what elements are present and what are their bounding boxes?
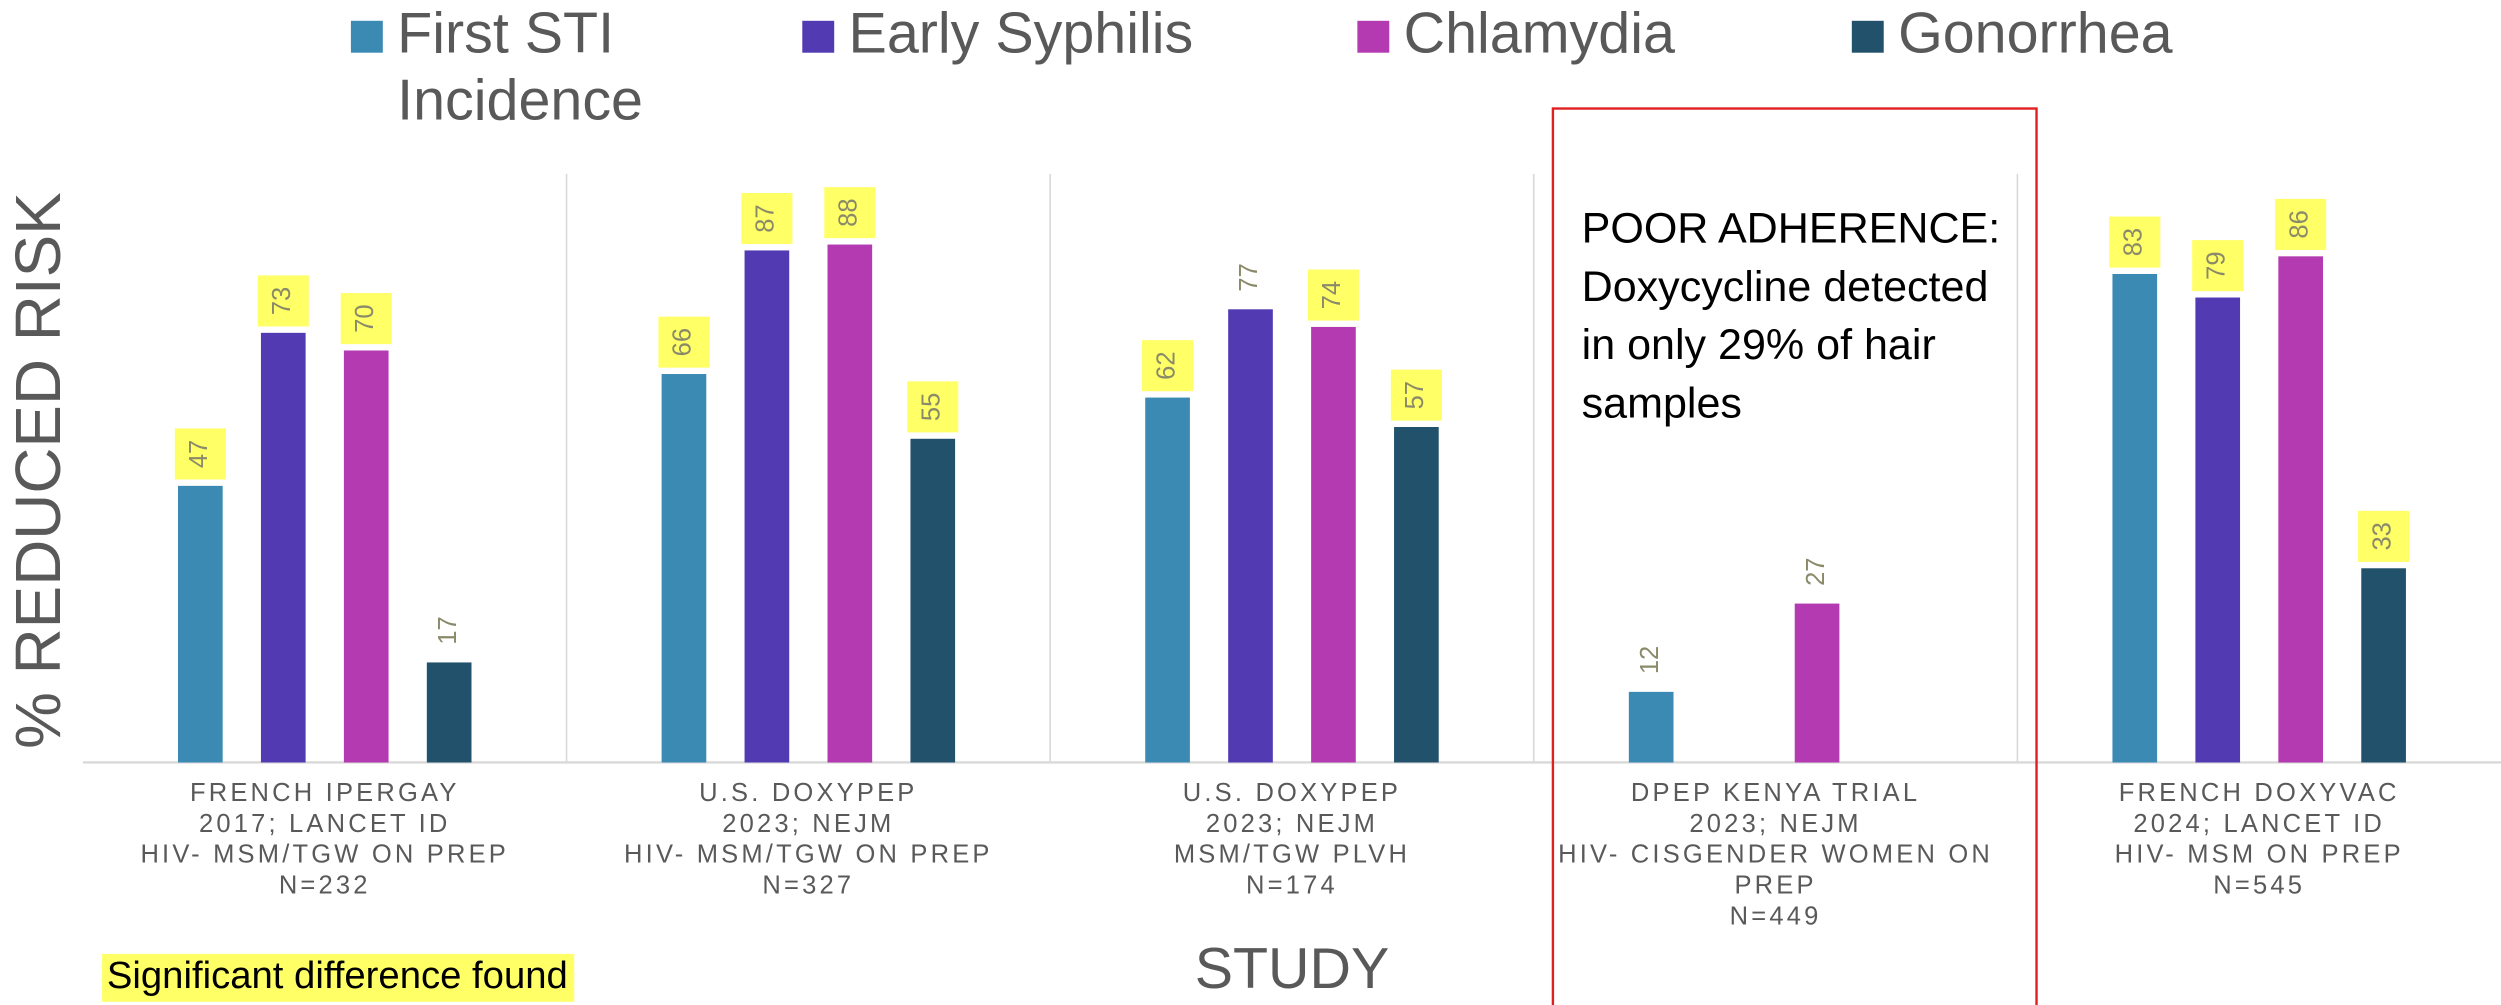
value-label-highlight bbox=[340, 293, 392, 345]
value-label-highlight bbox=[824, 187, 876, 239]
legend-label: Chlamydia bbox=[1403, 0, 1675, 66]
x-tick-label: 2024; LANCET ID bbox=[2133, 810, 2385, 838]
value-label: 66 bbox=[669, 328, 697, 356]
bar bbox=[1628, 691, 1674, 763]
value-label: 62 bbox=[1152, 351, 1180, 379]
x-tick-label: PREP bbox=[1734, 871, 1816, 899]
value-label: 77 bbox=[1235, 263, 1263, 291]
value-label: 79 bbox=[2202, 251, 2230, 279]
x-tick-label: N=327 bbox=[762, 871, 854, 899]
bar bbox=[426, 662, 472, 763]
bar bbox=[1311, 326, 1356, 763]
y-axis-label: % REDUCED RISK bbox=[2, 192, 74, 749]
x-tick-label: HIV- MSM/TGW ON PREP bbox=[624, 841, 993, 869]
legend-label: Gonorrhea bbox=[1898, 0, 2173, 66]
x-tick-label: 2023; NEJM bbox=[1206, 810, 1378, 838]
x-tick-label: DPEP KENYA TRIAL bbox=[1631, 779, 1920, 807]
bar bbox=[2278, 256, 2323, 763]
bar bbox=[661, 374, 707, 763]
note-highlight bbox=[102, 953, 575, 1002]
value-label-highlight bbox=[174, 428, 226, 480]
x-tick-label: 2023; NEJM bbox=[722, 810, 894, 838]
value-label: 17 bbox=[434, 616, 462, 644]
x-tick-label: N=174 bbox=[1246, 871, 1338, 899]
bar bbox=[178, 485, 223, 763]
legend-label-box: Chlamydia bbox=[1403, 0, 1675, 66]
value-label-highlight bbox=[658, 316, 710, 368]
bar bbox=[2112, 273, 2158, 763]
value-label-highlight bbox=[2192, 240, 2244, 292]
value-label: 73 bbox=[268, 287, 296, 315]
bar bbox=[910, 438, 956, 763]
x-tick-label: HIV- CISGENDER WOMEN ON bbox=[1558, 841, 1993, 869]
value-label: 33 bbox=[2368, 522, 2396, 550]
annotation-text: Doxycycline detected bbox=[1582, 263, 1989, 311]
value-label: 83 bbox=[2120, 228, 2148, 256]
value-label: 55 bbox=[918, 393, 946, 421]
legend-label-box: Early Syphilis bbox=[848, 0, 1194, 66]
legend-label: First STI Incidence bbox=[397, 0, 643, 133]
value-label-highlight bbox=[1142, 340, 1194, 392]
value-label: 57 bbox=[1401, 381, 1429, 409]
bar bbox=[744, 250, 790, 763]
annotation-text: POOR ADHERENCE: bbox=[1582, 205, 2001, 253]
bar bbox=[2361, 568, 2406, 763]
legend-swatch bbox=[350, 20, 383, 53]
x-tick-label: 2017; LANCET ID bbox=[199, 810, 451, 838]
legend-label-box: Gonorrhea bbox=[1898, 0, 2173, 66]
value-label: 27 bbox=[1802, 557, 1830, 585]
bar bbox=[1145, 397, 1190, 763]
x-axis-label: STUDY bbox=[1195, 937, 1390, 1001]
bar bbox=[1228, 309, 1273, 763]
legend-label-box: First STI Incidence bbox=[397, 0, 643, 133]
value-label: 88 bbox=[835, 198, 863, 226]
value-label-highlight bbox=[1307, 269, 1359, 321]
bar bbox=[1794, 603, 1840, 763]
x-tick-label: N=449 bbox=[1730, 902, 1822, 930]
x-tick-label: U.S. DOXYPEP bbox=[1183, 779, 1401, 807]
value-label: 70 bbox=[351, 304, 379, 332]
value-label-highlight bbox=[1390, 369, 1442, 421]
value-label: 12 bbox=[1636, 646, 1664, 674]
x-tick-label: 2023; NEJM bbox=[1689, 810, 1861, 838]
x-tick-label: MSM/TGW PLVH bbox=[1174, 841, 1410, 869]
legend-label: Early Syphilis bbox=[848, 0, 1194, 66]
x-tick-label: FRENCH DOXYVAC bbox=[2119, 779, 2400, 807]
value-label-highlight bbox=[2275, 198, 2327, 250]
value-label: 87 bbox=[752, 204, 780, 232]
value-label-highlight bbox=[2109, 216, 2161, 268]
x-tick-label: U.S. DOXYPEP bbox=[699, 779, 917, 807]
x-tick-label: HIV- MSM/TGW ON PREP bbox=[140, 841, 509, 869]
annotation-text: samples bbox=[1582, 379, 1742, 427]
x-tick-label: FRENCH IPERGAY bbox=[190, 779, 460, 807]
x-tick-label: N=545 bbox=[2213, 871, 2305, 899]
legend-swatch bbox=[1357, 20, 1390, 53]
bar bbox=[2195, 297, 2241, 763]
value-label-highlight bbox=[2358, 510, 2410, 562]
value-label-highlight bbox=[741, 193, 793, 245]
bar bbox=[827, 244, 873, 763]
bar bbox=[343, 350, 389, 763]
annotation-text: in only 29% of hair bbox=[1582, 321, 1936, 369]
legend-swatch bbox=[802, 20, 835, 53]
annotation-box bbox=[1551, 107, 2038, 1005]
x-tick-label: HIV- MSM ON PREP bbox=[2115, 841, 2404, 869]
value-label-highlight bbox=[257, 275, 309, 327]
bar bbox=[260, 332, 306, 763]
x-tick-label: N=232 bbox=[279, 871, 371, 899]
value-label: 86 bbox=[2285, 210, 2313, 238]
legend-swatch bbox=[1851, 20, 1884, 53]
bar bbox=[1394, 427, 1439, 763]
value-label: 47 bbox=[185, 440, 213, 468]
value-label-highlight bbox=[907, 381, 959, 433]
note: Significant difference found bbox=[107, 954, 568, 997]
value-label: 74 bbox=[1318, 281, 1346, 309]
